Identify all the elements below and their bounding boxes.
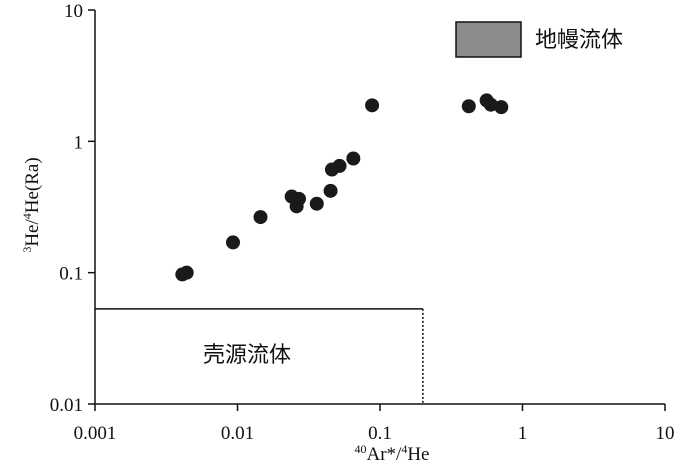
legend-swatch-mantle-fluid xyxy=(455,21,522,58)
y-axis-ticks: 0.01 0.1 1 10 xyxy=(50,1,95,416)
x-tick-label: 1 xyxy=(518,423,528,444)
data-points xyxy=(175,93,509,282)
y-tick-label: 1 xyxy=(74,132,84,153)
data-point xyxy=(309,196,324,211)
legend-label-mantle-fluid: 地幔流体 xyxy=(535,28,623,53)
legend: 地幔流体 xyxy=(455,21,623,58)
crust-fluid-region: 壳源流体 xyxy=(95,308,424,404)
data-point xyxy=(494,100,509,115)
x-tick-label: 0.001 xyxy=(74,423,117,444)
x-tick-label: 0.1 xyxy=(368,423,392,444)
data-point xyxy=(253,210,268,225)
data-point xyxy=(323,183,338,198)
y-tick-label: 10 xyxy=(64,1,83,22)
x-tick-label: 0.01 xyxy=(221,423,254,444)
x-axis-ticks: 0.001 0.01 0.1 1 10 xyxy=(74,404,675,444)
y-axis-title: 3He/4He(Ra) xyxy=(20,157,43,252)
data-point xyxy=(461,99,476,114)
data-point xyxy=(365,98,380,113)
data-point xyxy=(346,151,361,166)
data-point xyxy=(226,235,241,250)
crust-fluid-label: 壳源流体 xyxy=(203,343,291,368)
y-tick-label: 0.01 xyxy=(50,395,83,416)
data-point xyxy=(332,158,347,173)
data-point xyxy=(291,191,306,206)
y-tick-label: 0.1 xyxy=(59,264,83,285)
x-tick-label: 10 xyxy=(656,423,675,444)
x-axis-title: 40Ar*/4He xyxy=(355,442,430,465)
data-point xyxy=(179,265,194,280)
